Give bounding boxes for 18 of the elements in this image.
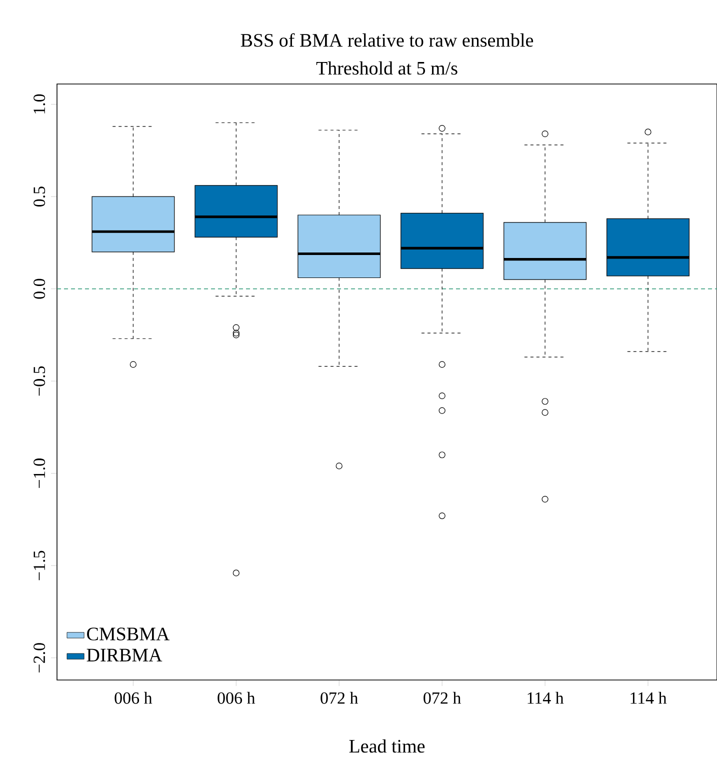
x-tick-label: 072 h [320, 692, 358, 704]
x-tick-label: 114 h [630, 692, 666, 704]
legend-label: DIRBMA [86, 648, 162, 662]
x-tick-label: 072 h [423, 692, 461, 704]
chart-title: BSS of BMA relative to raw ensemble [240, 33, 533, 47]
y-tick-label: −0.5 [33, 366, 45, 396]
x-tick-label: 006 h [114, 692, 152, 704]
x-axis-title: Lead time [349, 739, 424, 753]
x-tick-label: 114 h [528, 692, 564, 704]
y-tick-label: −1.5 [33, 550, 45, 580]
x-tick-label: 006 h [217, 692, 255, 704]
y-tick-label: 0.5 [33, 186, 45, 207]
y-tick-label: 0.0 [33, 278, 45, 299]
chart-subtitle: Threshold at 5 m/s [316, 61, 458, 75]
y-tick-label: 1.0 [33, 94, 45, 114]
y-tick-label: −1.0 [33, 458, 45, 488]
y-tick-label: −2.0 [33, 643, 45, 672]
legend-label: CMSBMA [86, 628, 170, 640]
